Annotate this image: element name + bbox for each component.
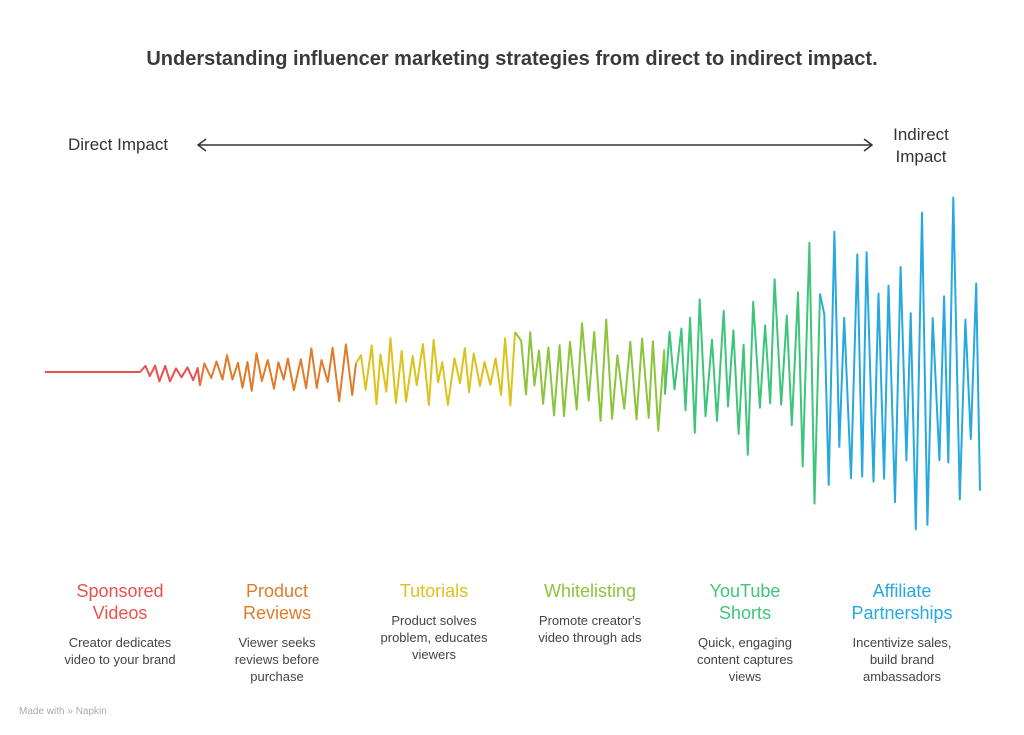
- stage-title: YouTube Shorts: [670, 580, 820, 624]
- stage-description: Viewer seeks reviews before purchase: [202, 634, 352, 685]
- stage-2: Tutorials Product solves problem, educat…: [359, 580, 509, 663]
- stage-title-line: Product: [245, 581, 309, 601]
- stage-title-line: Videos: [92, 603, 148, 623]
- wave-segment-2: [355, 332, 516, 407]
- footer-brand: Napkin: [75, 706, 107, 717]
- stage-description: Product solves problem, educates viewers: [359, 612, 509, 663]
- stage-desc-line: views: [728, 669, 762, 684]
- stage-5: Affiliate Partnerships Incentivize sales…: [827, 580, 977, 685]
- stage-description: Quick, engaging content captures views: [670, 634, 820, 685]
- stage-title-line: Sponsored: [76, 581, 164, 601]
- footer-made-with: Made with: [19, 706, 65, 717]
- axis-label-indirect-line1: Indirect: [893, 125, 949, 144]
- stage-desc-line: Incentivize sales,: [852, 635, 952, 650]
- axis-label-direct: Direct Impact: [68, 135, 169, 154]
- stage-title: Product Reviews: [202, 580, 352, 624]
- napkin-logo-icon: »: [67, 706, 73, 717]
- stage-title: Affiliate Partnerships: [827, 580, 977, 624]
- stage-desc-line: build brand: [869, 652, 935, 667]
- stage-title-line: Affiliate: [872, 581, 932, 601]
- stage-desc-line: Product solves: [391, 613, 477, 628]
- wave-segment-5: [819, 196, 981, 531]
- stage-title: Tutorials: [359, 580, 509, 602]
- stage-4: YouTube Shorts Quick, engaging content c…: [670, 580, 820, 685]
- stage-desc-line: problem, educates: [380, 630, 488, 645]
- wave-segment-3: [514, 318, 666, 432]
- stage-description: Creator dedicates video to your brand: [45, 634, 195, 668]
- stage-title-line: Partnerships: [851, 603, 953, 623]
- stage-desc-line: viewers: [411, 647, 457, 662]
- stage-desc-line: video through ads: [538, 630, 642, 645]
- axis-label-indirect: Indirect Impact: [880, 124, 962, 168]
- diagram-title: Understanding influencer marketing strat…: [146, 48, 878, 70]
- axis-label-indirect-line2: Impact: [895, 147, 947, 166]
- stage-3: Whitelisting Promote creator's video thr…: [515, 580, 665, 646]
- signal-wave: [45, 196, 981, 531]
- wave-segment-1: [199, 343, 357, 403]
- made-with-napkin: Made with » Napkin: [19, 706, 107, 717]
- wave-segment-4: [664, 241, 821, 505]
- stage-1: Product Reviews Viewer seeks reviews bef…: [202, 580, 352, 685]
- stage-title: Sponsored Videos: [45, 580, 195, 624]
- stage-title-line: Reviews: [242, 603, 312, 623]
- stage-desc-line: reviews before: [234, 652, 320, 667]
- stage-desc-line: content captures: [696, 652, 794, 667]
- stage-title-line: Shorts: [718, 603, 772, 623]
- stage-title: Whitelisting: [515, 580, 665, 602]
- stage-desc-line: Creator dedicates: [68, 635, 172, 650]
- stage-desc-line: ambassadors: [862, 669, 942, 684]
- stage-desc-line: Promote creator's: [538, 613, 642, 628]
- stage-title-line: YouTube: [709, 581, 781, 601]
- stage-desc-line: purchase: [250, 669, 304, 684]
- stage-desc-line: Viewer seeks: [238, 635, 316, 650]
- stage-title-line: Whitelisting: [543, 581, 637, 601]
- stage-description: Promote creator's video through ads: [515, 612, 665, 646]
- double-arrow: [196, 138, 874, 152]
- stage-desc-line: video to your brand: [64, 652, 176, 667]
- stage-0: Sponsored Videos Creator dedicates video…: [45, 580, 195, 668]
- stage-title-line: Tutorials: [399, 581, 469, 601]
- stage-description: Incentivize sales, build brand ambassado…: [827, 634, 977, 685]
- stage-desc-line: Quick, engaging: [698, 635, 792, 650]
- wave-segment-0: [45, 364, 201, 386]
